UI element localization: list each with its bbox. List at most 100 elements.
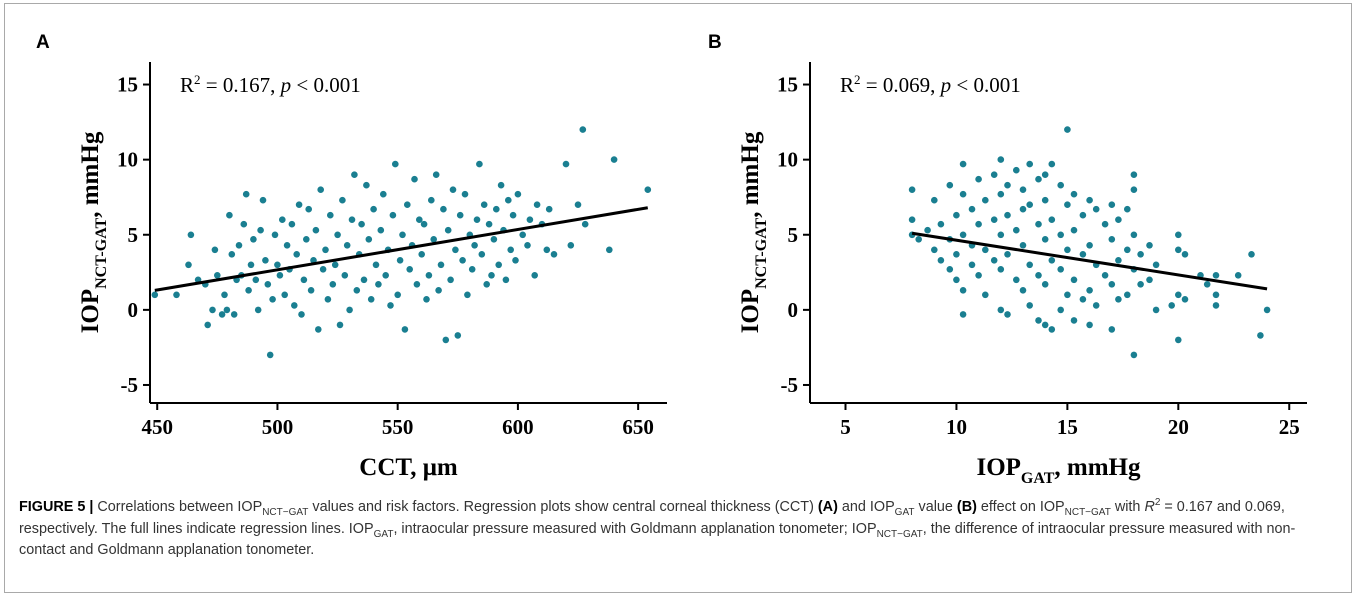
data-point (375, 281, 382, 288)
x-axis-label: CCT, μm (359, 454, 458, 481)
data-point (404, 201, 411, 208)
data-point (1026, 261, 1033, 269)
data-point (459, 257, 466, 264)
data-point (298, 311, 305, 318)
data-point (1168, 302, 1175, 309)
data-point (1137, 251, 1144, 258)
data-point (399, 231, 406, 239)
data-point (319, 266, 327, 273)
data-point (485, 220, 493, 228)
data-point (1248, 251, 1255, 258)
y-axis-label: IOPNCT-GAT, mmHg (737, 131, 770, 333)
y-axis-label-main: IOP (77, 289, 104, 333)
data-point (505, 196, 512, 204)
data-point (606, 246, 613, 254)
data-point (442, 336, 450, 344)
data-point (353, 287, 361, 294)
caption-text: value (914, 499, 957, 515)
data-point (490, 236, 498, 243)
panel-b: B -5 0 5 10 15 5 10 15 20 25 R2 = 0.069, p < 0.001… (680, 0, 1357, 500)
data-point (1124, 246, 1131, 254)
data-point (252, 276, 260, 284)
x-tick-label: 450 (141, 415, 173, 439)
data-point (430, 236, 438, 243)
x-axis-label: IOPGAT, mmHg (976, 454, 1141, 487)
data-point (1041, 171, 1049, 178)
data-point (444, 226, 452, 234)
data-point (1181, 251, 1189, 258)
data-point (358, 220, 365, 228)
data-point (1004, 211, 1011, 219)
data-point (416, 216, 423, 223)
y-tick-label: 0 (788, 298, 799, 322)
data-point (269, 296, 276, 303)
data-point (1070, 276, 1078, 284)
data-point (644, 186, 652, 193)
data-point (1175, 336, 1182, 344)
data-point (372, 261, 380, 269)
data-point (1108, 326, 1116, 333)
data-point (1004, 181, 1011, 189)
data-point (959, 190, 967, 198)
data-point (425, 272, 433, 279)
data-point (336, 321, 344, 329)
y-axis-label-unit: , mmHg (737, 131, 764, 218)
data-point (259, 196, 267, 204)
data-point (1041, 196, 1049, 204)
data-point (1108, 201, 1116, 208)
data-point (1057, 181, 1064, 189)
data-point (953, 211, 960, 219)
data-point (990, 216, 998, 223)
data-point (1026, 201, 1033, 208)
data-point (423, 296, 430, 303)
data-point (266, 351, 274, 359)
data-point (959, 311, 967, 318)
x-axis-label-main: IOP (976, 454, 1020, 481)
data-point (204, 321, 211, 329)
data-point (1124, 291, 1131, 299)
data-point (924, 226, 931, 234)
data-point (367, 296, 375, 303)
caption-r: R (1144, 499, 1155, 515)
data-point (1092, 205, 1100, 213)
data-point (274, 261, 281, 269)
data-point (959, 160, 967, 168)
data-point (185, 261, 192, 269)
data-point (1013, 166, 1020, 174)
data-point (526, 216, 534, 223)
data-point (464, 291, 471, 299)
x-tick-label: 500 (262, 415, 294, 439)
data-point (329, 281, 337, 288)
data-point (937, 257, 945, 264)
data-point (247, 261, 255, 269)
data-point (317, 186, 325, 193)
data-point (382, 272, 390, 279)
data-point (1146, 276, 1153, 284)
data-point (1152, 261, 1160, 269)
x-axis-label-subscript: GAT (1021, 470, 1055, 487)
caption-subscript: NCT−GAT (1064, 506, 1111, 518)
y-axis-label-subscript: NCT-GAT (753, 217, 770, 288)
data-point (440, 205, 447, 213)
data-point (519, 231, 526, 239)
data-point (990, 257, 998, 264)
data-point (334, 231, 341, 239)
caption-text: = 0.167 and 0.069, respectively. The ful… (19, 499, 1285, 537)
scatter-plot-b: -5 0 5 10 15 5 10 15 20 25 R2 = 0.069, p < 0.001 IO… (737, 62, 1307, 487)
data-point (339, 196, 346, 204)
data-point (250, 236, 257, 243)
data-point (946, 181, 954, 189)
data-point (968, 261, 976, 269)
data-point (221, 291, 228, 299)
data-point (581, 220, 589, 228)
x-tick-label: 550 (382, 415, 414, 439)
data-point (413, 281, 421, 288)
data-point (454, 332, 462, 339)
data-point (990, 171, 998, 178)
data-point (305, 205, 313, 213)
data-point (1057, 231, 1064, 239)
data-point (1101, 220, 1109, 228)
stat-r-superscript: 2 (854, 72, 861, 87)
data-point (327, 211, 334, 219)
data-point (1070, 317, 1078, 324)
